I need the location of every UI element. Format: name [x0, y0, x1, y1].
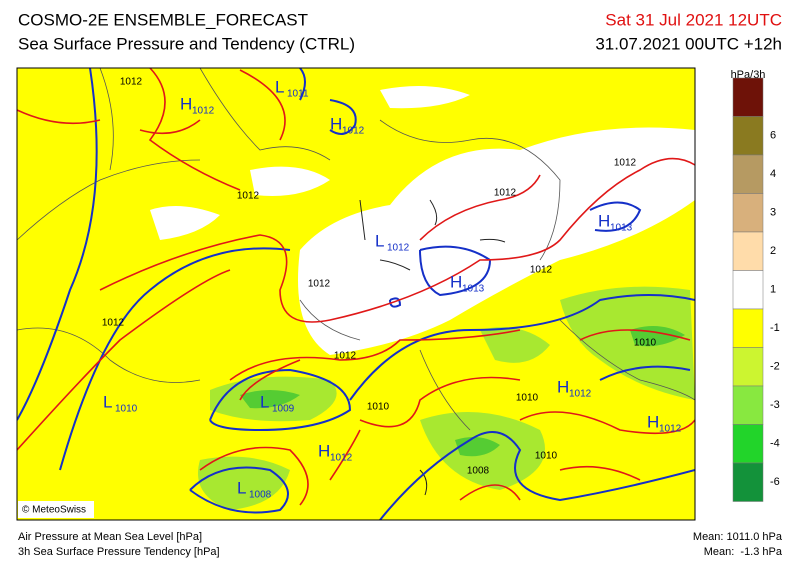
colorbar-box: [732, 154, 764, 194]
colorbar-label: -3: [770, 399, 780, 411]
colorbar-box: [732, 77, 764, 117]
green-area: [198, 286, 695, 510]
center-symbol: H: [647, 412, 659, 431]
center-value: 1012: [342, 126, 365, 137]
center-symbol: H: [330, 114, 342, 133]
isobar-label: 1010: [634, 338, 657, 349]
colorbar-box: [732, 385, 764, 425]
center-symbol: L: [375, 231, 384, 250]
lake-outline: [359, 199, 506, 496]
valid-time: Sat 31 Jul 2021 12UTC: [605, 10, 782, 29]
isobar-label: 1012: [120, 77, 143, 88]
subtitle: Sea Surface Pressure and Tendency (CTRL): [18, 34, 355, 53]
center-symbol: L: [237, 478, 246, 497]
center-symbol: H: [557, 377, 569, 396]
center-value: 1009: [272, 404, 295, 415]
colorbar-box: [732, 308, 764, 348]
colorbar-label: 3: [770, 207, 776, 219]
colorbar-label: 6: [770, 130, 776, 142]
isobar-label: 1010: [516, 393, 539, 404]
colorbar-box: [732, 116, 764, 156]
mean-pressure: Mean: 1011.0 hPa: [693, 531, 783, 543]
center-value: 1011: [287, 89, 309, 100]
isobar-label: 1012: [494, 188, 517, 199]
isobar-label: 1008: [467, 466, 490, 477]
country-border: [17, 68, 695, 431]
white-area: [150, 86, 640, 240]
isobar-label: 1012: [237, 191, 260, 202]
center-symbol: H: [598, 211, 610, 230]
copyright-box: [18, 501, 94, 518]
colorbar-box: [732, 270, 764, 310]
colorbar: 6 4 3 2 1 -1 -2 -3 -4 -6: [732, 77, 780, 502]
run-time: 31.07.2021 00UTC +12h: [595, 34, 782, 53]
center-symbol: L: [103, 392, 112, 411]
isobar-label: 1012: [308, 279, 331, 290]
isobar-label: 1010: [535, 451, 558, 462]
center-symbol: L: [260, 392, 269, 411]
center-value: 1012: [659, 424, 682, 435]
center-symbol: H: [450, 272, 462, 291]
legend-line: Air Pressure at Mean Sea Level [hPa]: [18, 531, 202, 543]
colorbar-label: -1: [770, 322, 780, 334]
colorbar-label: -4: [770, 438, 780, 450]
center-value: 1013: [610, 223, 633, 234]
isobar-label: 1012: [334, 351, 357, 362]
center-symbol: H: [180, 94, 192, 113]
colorbar-label: -2: [770, 361, 780, 373]
center-value: 1012: [192, 106, 215, 117]
map-frame: [16, 67, 696, 521]
colorbar-box: [732, 347, 764, 387]
isobar-label: 1010: [367, 402, 390, 413]
center-value: 1008: [249, 490, 272, 501]
center-value: 1013: [462, 284, 485, 295]
center-symbol: L: [275, 77, 284, 96]
center-symbol: H: [318, 441, 330, 460]
copyright: © MeteoSwiss: [22, 505, 86, 516]
isobar-label: 1012: [102, 318, 125, 329]
center-value: 1012: [330, 453, 353, 464]
colorbar-label: 4: [770, 168, 776, 180]
center-value: 1012: [387, 243, 410, 254]
colorbar-box: [732, 424, 764, 464]
colorbar-label: -6: [770, 476, 780, 488]
mean-tendency: Mean: -1.3 hPa: [704, 546, 783, 558]
center-value: 1012: [569, 389, 592, 400]
colorbar-box: [732, 193, 764, 233]
colorbar-box: [732, 231, 764, 271]
isobar-label: 1012: [614, 158, 637, 169]
colorbar-label: 1: [770, 284, 776, 296]
green-area: [240, 326, 685, 457]
title: COSMO-2E ENSEMBLE_FORECAST: [18, 10, 308, 29]
isobar: [17, 68, 695, 520]
isobar-label: 1012: [530, 265, 553, 276]
colorbar-box: [732, 462, 764, 502]
colorbar-label: 2: [770, 245, 776, 257]
legend-line: 3h Sea Surface Pressure Tendency [hPa]: [18, 546, 220, 558]
tendency-contour: [17, 68, 695, 506]
center-value: 1010: [115, 404, 138, 415]
